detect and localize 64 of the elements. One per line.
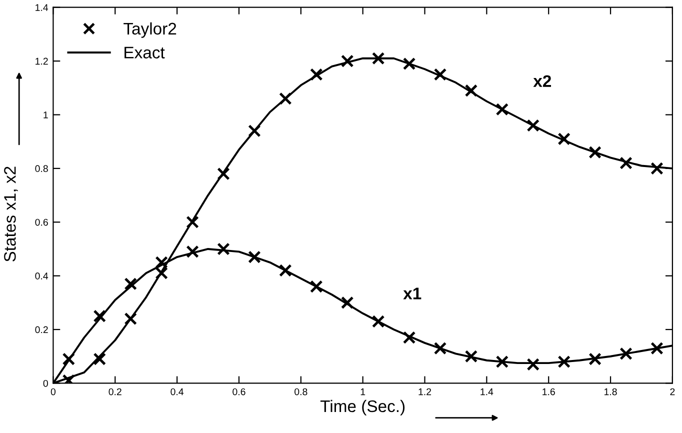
point xyxy=(496,355,509,368)
point xyxy=(340,296,354,310)
annotation: x2 xyxy=(533,75,552,87)
point xyxy=(434,68,447,81)
y-tick-label: 1 xyxy=(44,112,48,118)
point xyxy=(588,146,602,159)
x-tick-label: 2 xyxy=(670,388,675,396)
x-tick-label: 0.8 xyxy=(294,388,308,396)
point xyxy=(496,102,509,116)
point xyxy=(186,216,199,229)
point xyxy=(526,358,540,371)
y-axis-title: States x1, x2 xyxy=(4,166,18,262)
x-tick-label: 0.4 xyxy=(170,388,184,396)
x-axis-title: Time (Sec.) xyxy=(320,400,405,416)
y-tick-label: 1.4 xyxy=(36,4,48,11)
x-tick-label: 1.8 xyxy=(604,388,617,396)
point xyxy=(93,310,106,322)
x-tick-label: 0 xyxy=(50,388,56,396)
x-tick-label: 1.6 xyxy=(542,388,555,396)
point xyxy=(402,57,416,70)
point xyxy=(650,342,664,355)
point xyxy=(217,167,230,180)
point xyxy=(279,264,292,277)
point xyxy=(372,52,385,65)
y-tick-label: 0.2 xyxy=(35,326,48,334)
legend-label: Exact xyxy=(124,46,165,58)
point xyxy=(155,266,168,280)
point xyxy=(310,280,323,293)
point xyxy=(186,245,199,258)
point xyxy=(217,242,230,256)
point xyxy=(434,342,447,355)
x-tick-label: 1 xyxy=(360,388,366,396)
x-tick-label: 1.2 xyxy=(418,388,432,396)
point xyxy=(402,331,416,344)
point xyxy=(620,347,632,360)
point xyxy=(155,256,168,269)
y-tick-label: 0 xyxy=(43,380,48,387)
point xyxy=(558,355,570,368)
point xyxy=(248,124,261,138)
point xyxy=(464,84,478,97)
y-tick-label: 0.6 xyxy=(35,218,48,226)
point xyxy=(372,315,385,328)
point xyxy=(124,312,138,326)
annotation: x1 xyxy=(403,288,422,300)
point xyxy=(526,119,540,132)
legend-label: Taylor2 xyxy=(124,22,176,38)
point xyxy=(62,352,76,366)
y-tick-label: 0.4 xyxy=(35,272,48,280)
point xyxy=(558,132,570,146)
point xyxy=(340,54,354,68)
point xyxy=(124,277,138,290)
point xyxy=(248,250,261,264)
y-tick-label: 0.8 xyxy=(35,165,48,172)
point xyxy=(93,352,106,366)
point xyxy=(279,92,292,106)
point xyxy=(620,156,632,170)
point xyxy=(464,350,478,363)
x-tick-label: 1.4 xyxy=(480,388,494,396)
x-tick-label: 0.6 xyxy=(232,388,246,396)
y-tick-label: 1.2 xyxy=(36,58,48,65)
x-tick-label: 0.2 xyxy=(108,388,122,396)
point xyxy=(588,352,602,366)
point xyxy=(310,68,323,81)
point xyxy=(650,162,664,175)
